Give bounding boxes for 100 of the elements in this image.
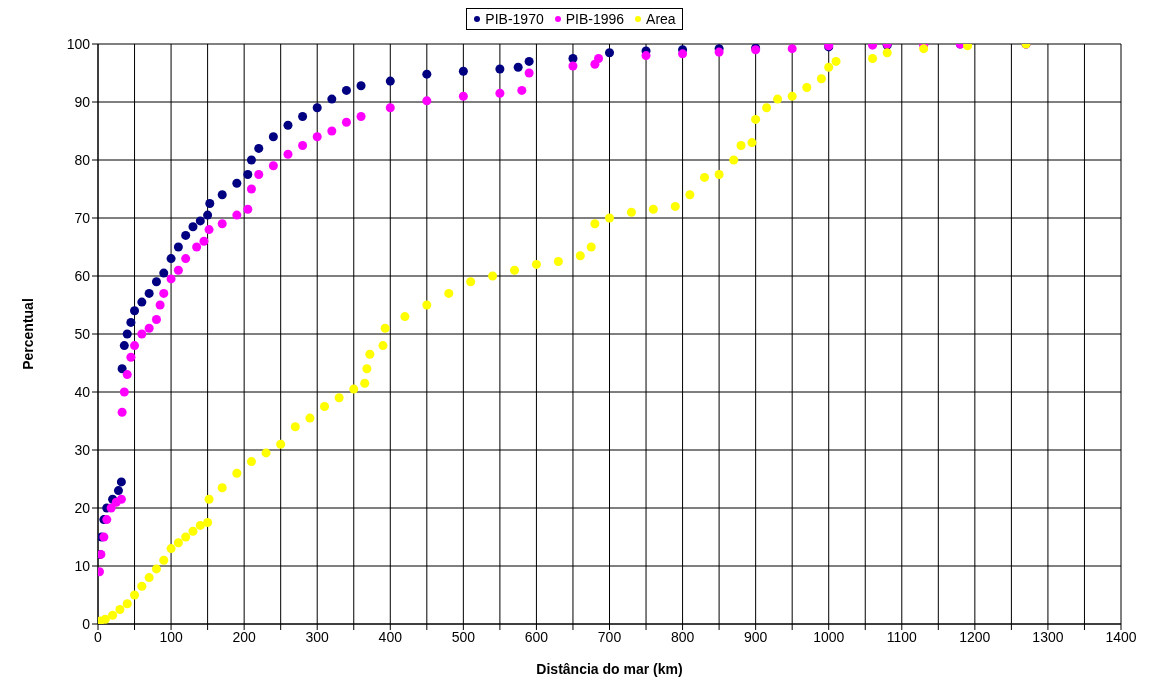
point (298, 140, 308, 151)
point (151, 277, 161, 287)
point (341, 117, 351, 127)
point (495, 88, 505, 98)
point (199, 236, 209, 246)
point (188, 222, 198, 232)
point (144, 323, 154, 333)
x-tick-label: 1000 (813, 628, 845, 645)
point (137, 329, 147, 339)
point (298, 111, 308, 122)
x-axis-title: Distância do mar (km) (536, 661, 683, 677)
point (151, 314, 161, 325)
x-tick-label: 1300 (1032, 628, 1064, 645)
x-tick-label: 1400 (1105, 628, 1137, 645)
point (517, 85, 527, 95)
x-tick-label: 1100 (886, 628, 918, 645)
x-tick-label: 200 (232, 628, 257, 645)
y-tick-label: 80 (74, 151, 91, 168)
point (312, 132, 322, 142)
x-tick-label: 600 (524, 628, 549, 645)
point (122, 329, 132, 339)
y-tick-label: 100 (66, 35, 91, 52)
x-tick-label: 100 (159, 628, 183, 645)
point (246, 155, 256, 165)
point (422, 96, 432, 106)
point (356, 111, 366, 122)
point (130, 306, 140, 316)
point (594, 53, 604, 64)
point (217, 190, 227, 200)
point (155, 300, 165, 310)
point (173, 242, 183, 252)
y-tick-label: 40 (74, 383, 91, 400)
point (232, 210, 242, 220)
point (192, 242, 202, 252)
x-tick-label: 1200 (959, 628, 991, 645)
point (787, 44, 797, 54)
point (116, 477, 126, 487)
point (106, 503, 116, 513)
legend-label: PIB-1970 (484, 11, 544, 27)
point (356, 81, 366, 91)
point (268, 161, 278, 171)
point (181, 254, 191, 264)
point (126, 317, 136, 327)
y-tick-label: 90 (74, 93, 91, 110)
point (254, 169, 264, 180)
point (283, 120, 293, 130)
point (166, 274, 176, 284)
point (312, 103, 322, 113)
point (113, 486, 123, 496)
y-tick-label: 30 (74, 441, 91, 458)
point (568, 61, 578, 71)
x-tick-label: 800 (670, 628, 695, 645)
point (327, 126, 337, 136)
point (116, 494, 126, 504)
point (385, 76, 395, 86)
point (678, 49, 688, 59)
point (119, 341, 129, 351)
point (458, 66, 468, 76)
point (243, 204, 253, 214)
point (217, 219, 227, 229)
y-axis-title: Percentual (19, 298, 36, 370)
legend-label: PIB-1996 (564, 11, 625, 27)
x-tick-label: 900 (743, 628, 768, 645)
point (117, 407, 127, 417)
point (144, 288, 154, 298)
point (268, 132, 278, 142)
point (254, 143, 264, 153)
point (130, 341, 140, 351)
point (137, 297, 147, 307)
y-tick-label: 20 (74, 499, 91, 516)
point (513, 62, 523, 72)
x-tick-label: 500 (451, 628, 476, 645)
x-tick-label: 0 (94, 628, 103, 645)
point (159, 268, 169, 278)
legend-label: Area (645, 11, 676, 27)
y-tick-label: 10 (74, 557, 91, 574)
point (173, 265, 183, 275)
point (181, 230, 191, 240)
point (458, 91, 468, 101)
y-tick-label: 50 (74, 325, 91, 342)
x-tick-label: 300 (305, 628, 330, 645)
y-tick-label: 0 (82, 615, 91, 632)
point (126, 352, 136, 362)
point (205, 198, 215, 209)
point (641, 51, 651, 61)
point (122, 370, 132, 380)
point (246, 184, 256, 194)
point (119, 387, 129, 397)
point (524, 68, 534, 78)
point (195, 216, 205, 226)
point (204, 225, 214, 235)
point (232, 178, 242, 188)
point (495, 64, 505, 74)
y-tick-label: 60 (74, 267, 91, 284)
point (166, 254, 176, 264)
point (159, 288, 169, 298)
point (327, 94, 337, 104)
x-tick-label: 700 (597, 628, 622, 645)
point (385, 103, 395, 113)
point (604, 48, 615, 58)
